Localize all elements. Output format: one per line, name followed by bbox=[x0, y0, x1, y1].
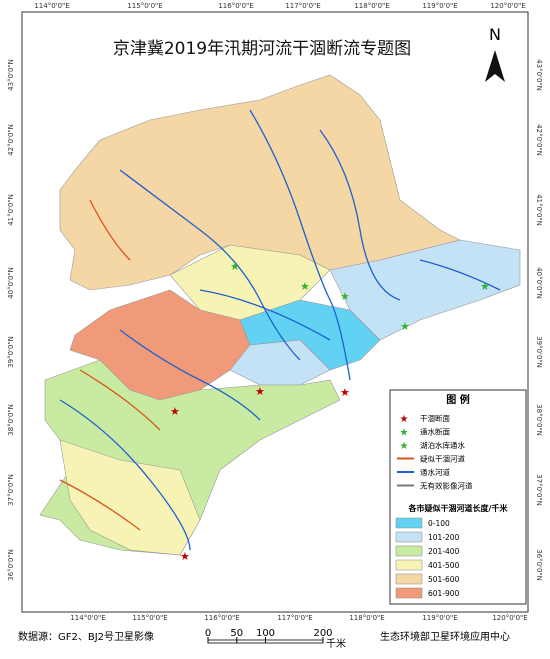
lat-label: 39°0'0"N bbox=[535, 336, 543, 368]
lon-label: 116°0'0"E bbox=[218, 2, 253, 10]
wet-station: ★ bbox=[300, 280, 310, 293]
legend-swatch bbox=[395, 545, 423, 557]
wet-station: ★ bbox=[230, 260, 240, 273]
lon-label: 114°0'0"E bbox=[34, 2, 69, 10]
lat-label: 42°0'0"N bbox=[535, 124, 543, 156]
north-arrow bbox=[485, 50, 505, 82]
lat-label: 38°0'0"N bbox=[535, 404, 543, 436]
dry-station: ★ bbox=[170, 405, 180, 418]
wet-station: ★ bbox=[480, 280, 490, 293]
river bbox=[249, 109, 351, 381]
rivers bbox=[59, 109, 501, 551]
legend-subtitle: 各市疑似干涸河道长度/千米 bbox=[408, 503, 509, 513]
legend-symbol: ★ bbox=[400, 414, 409, 425]
lat-label: 38°0'0"N bbox=[7, 404, 15, 436]
legend-label: 干涸断面 bbox=[420, 413, 450, 423]
legend: ★ 干涸断面 ★ 通水断面 ★ 湖泊水库通水疑似干涸河道通水河道无有效影像河道各市疑似干涸… bbox=[395, 413, 509, 599]
legend-label: 通水河道 bbox=[420, 467, 450, 477]
legend-label: 601-900 bbox=[428, 589, 460, 598]
scale-label: 100 bbox=[256, 628, 275, 639]
lon-label: 118°0'0"E bbox=[349, 614, 384, 622]
river bbox=[199, 289, 331, 341]
lon-label: 119°0'0"E bbox=[422, 614, 457, 622]
river bbox=[319, 129, 401, 301]
legend-symbol: ★ bbox=[400, 441, 409, 452]
scale-label: 200 bbox=[313, 628, 332, 639]
dry-station: ★ bbox=[255, 385, 265, 398]
map-title: 京津冀2019年汛期河流干涸断流专题图 bbox=[113, 39, 411, 59]
lon-label: 120°0'0"E bbox=[492, 614, 527, 622]
lat-label: 36°0'0"N bbox=[7, 549, 15, 581]
lon-label: 117°0'0"E bbox=[277, 614, 312, 622]
legend-symbol: ★ bbox=[400, 428, 409, 439]
river bbox=[419, 259, 501, 291]
lon-label: 118°0'0"E bbox=[354, 2, 389, 10]
scale-label: 50 bbox=[230, 628, 243, 639]
lat-label: 37°0'0"N bbox=[7, 474, 15, 506]
lon-label: 116°0'0"E bbox=[204, 614, 239, 622]
legend-swatch bbox=[395, 559, 423, 571]
lat-label: 43°0'0"N bbox=[535, 59, 543, 91]
dry-station: ★ bbox=[180, 550, 190, 563]
legend-label: 无有效影像河道 bbox=[420, 481, 473, 491]
regions bbox=[39, 74, 521, 556]
legend-label: 401-500 bbox=[428, 561, 460, 570]
legend-label: 通水断面 bbox=[420, 427, 450, 437]
lat-label: 42°0'0"N bbox=[7, 124, 15, 156]
river bbox=[59, 399, 191, 551]
scale-label: 0 bbox=[205, 628, 211, 639]
lon-label: 114°0'0"E bbox=[70, 614, 105, 622]
legend-label: 湖泊水库通水 bbox=[420, 440, 465, 450]
graticule: 114°0'0"E 114°0'0"E 115°0'0"E 115°0'0"E 116°… bbox=[7, 2, 543, 622]
legend-label: 101-200 bbox=[428, 533, 460, 542]
lat-label: 41°0'0"N bbox=[7, 194, 15, 226]
lon-label: 115°0'0"E bbox=[127, 2, 162, 10]
credit: 生态环境部卫星环境应用中心 bbox=[380, 630, 510, 643]
stations: ★ ★ ★ ★ ★ ★ ★ ★ ★ bbox=[170, 260, 490, 563]
lon-label: 120°0'0"E bbox=[490, 2, 525, 10]
legend-label: 疑似干涸河道 bbox=[420, 454, 465, 464]
legend-swatch bbox=[395, 573, 423, 585]
river bbox=[119, 169, 301, 361]
lat-label: 36°0'0"N bbox=[535, 549, 543, 581]
river bbox=[89, 199, 131, 261]
lat-label: 39°0'0"N bbox=[7, 336, 15, 368]
river bbox=[119, 329, 261, 421]
wet-station: ★ bbox=[340, 290, 350, 303]
lat-label: 40°0'0"N bbox=[535, 267, 543, 299]
wet-station: ★ bbox=[400, 320, 410, 333]
legend-swatch bbox=[395, 587, 423, 599]
river bbox=[59, 479, 141, 531]
dry-station: ★ bbox=[340, 386, 350, 399]
lon-label: 119°0'0"E bbox=[422, 2, 457, 10]
source: 数据源：GF2、BJ2号卫星影像 bbox=[18, 630, 154, 643]
lat-label: 43°0'0"N bbox=[7, 59, 15, 91]
region bbox=[59, 439, 201, 556]
river bbox=[79, 369, 161, 431]
legend-label: 201-400 bbox=[428, 547, 460, 556]
lat-label: 37°0'0"N bbox=[535, 474, 543, 506]
north-label: N bbox=[489, 25, 501, 44]
legend-swatch bbox=[395, 531, 423, 543]
legend-box bbox=[389, 389, 527, 605]
lon-label: 117°0'0"E bbox=[285, 2, 320, 10]
legend-title: 图 例 bbox=[446, 393, 469, 406]
lon-label: 115°0'0"E bbox=[132, 614, 167, 622]
scale-unit: 千米 bbox=[326, 637, 346, 650]
lat-label: 41°0'0"N bbox=[535, 194, 543, 226]
legend-label: 501-600 bbox=[428, 575, 460, 584]
legend-swatch bbox=[395, 517, 423, 529]
lat-label: 40°0'0"N bbox=[7, 267, 15, 299]
legend-label: 0-100 bbox=[428, 519, 450, 528]
